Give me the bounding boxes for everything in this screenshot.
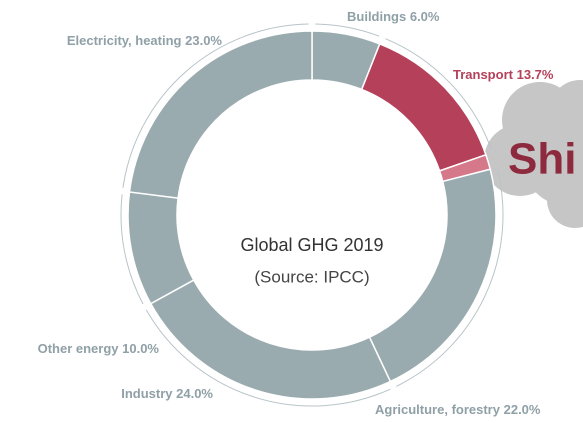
segment-name: Buildings xyxy=(347,9,406,24)
segment-value-label: 24.0% xyxy=(176,386,213,401)
donut-segment xyxy=(129,31,312,198)
donut-segment xyxy=(369,169,496,381)
segment-value-label: 23.0% xyxy=(185,33,222,48)
segment-label: Industry 24.0% xyxy=(121,386,213,401)
chart-title: Global GHG 2019 xyxy=(240,235,383,255)
segment-label: Buildings 6.0% xyxy=(347,9,440,24)
callout-label: Shi xyxy=(508,135,576,184)
chart-subtitle: (Source: IPCC) xyxy=(254,267,369,286)
segment-name: Agriculture, forestry xyxy=(375,402,501,417)
segment-value-label: 10.0% xyxy=(122,341,159,356)
segment-label: Other energy 10.0% xyxy=(38,341,160,356)
chart: Global GHG 2019 (Source: IPCC) Buildings… xyxy=(0,0,583,423)
segment-name: Transport xyxy=(453,67,514,82)
segment-label: Electricity, heating 23.0% xyxy=(67,33,223,48)
segment-label: Transport 13.7% xyxy=(453,67,554,82)
donut-segment xyxy=(362,44,486,171)
segment-label: Agriculture, forestry 22.0% xyxy=(375,402,541,417)
segment-value-label: 22.0% xyxy=(504,402,541,417)
segment-name: Industry xyxy=(121,386,173,401)
donut-segment xyxy=(151,280,391,399)
segment-value-label: 6.0% xyxy=(410,9,440,24)
segment-name: Electricity, heating xyxy=(67,33,182,48)
segment-value-label: 13.7% xyxy=(517,67,554,82)
segment-name: Other energy xyxy=(38,341,120,356)
